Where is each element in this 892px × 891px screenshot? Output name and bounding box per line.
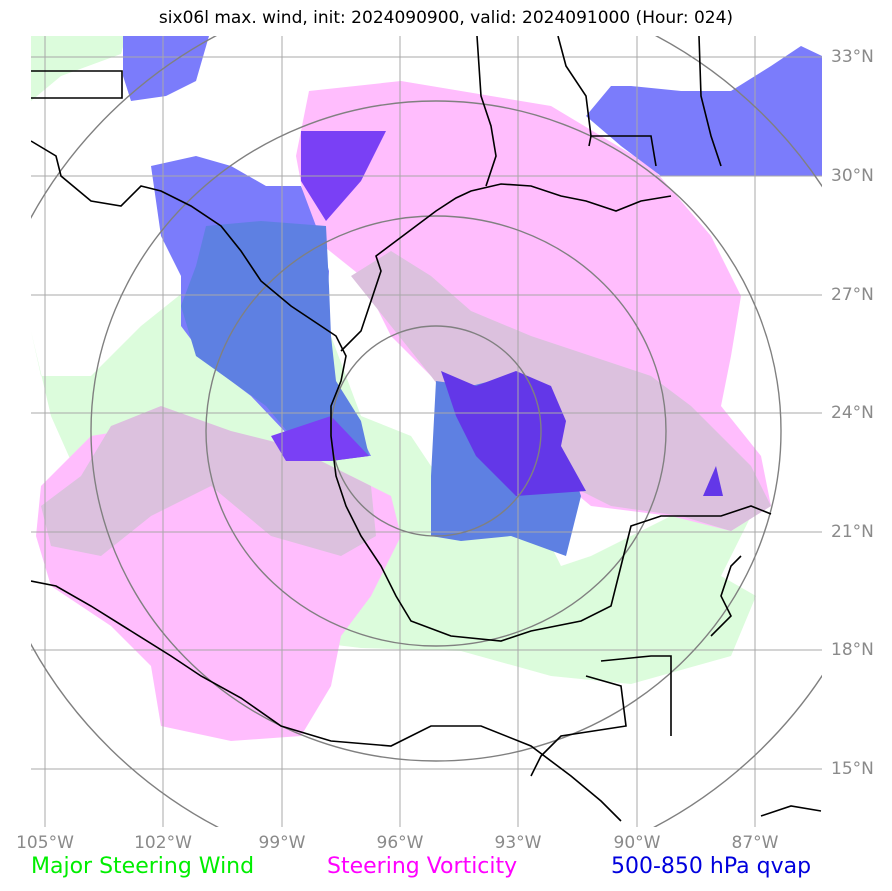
- lat-tick-24n: 24°N: [831, 403, 874, 423]
- lat-tick-15n: 15°N: [831, 759, 874, 779]
- qvap-layer: [123, 36, 822, 556]
- coastline-icon: [31, 36, 822, 822]
- lon-tick-90w: 90°W: [613, 833, 661, 853]
- overlap-layer: [41, 251, 771, 556]
- lat-tick-30n: 30°N: [831, 166, 874, 186]
- map-title: six06l max. wind, init: 2024090900, vali…: [158, 8, 734, 28]
- map-canvas: [31, 36, 822, 827]
- map-panel: [31, 36, 822, 827]
- legend-qvap: 500-850 hPa qvap: [611, 854, 812, 879]
- lon-tick-87w: 87°W: [731, 833, 779, 853]
- graticule: [31, 36, 822, 827]
- lon-tick-102w: 102°W: [134, 833, 192, 853]
- legend-steering-vorticity: Steering Vorticity: [327, 854, 518, 879]
- lat-tick-21n: 21°N: [831, 522, 874, 542]
- lon-tick-99w: 99°W: [258, 833, 306, 853]
- lat-tick-27n: 27°N: [831, 285, 874, 305]
- lat-tick-33n: 33°N: [831, 47, 874, 67]
- legend-steering-wind: Major Steering Wind: [31, 854, 255, 879]
- lon-tick-93w: 93°W: [494, 833, 542, 853]
- lon-tick-105w: 105°W: [16, 833, 74, 853]
- lat-tick-18n: 18°N: [831, 640, 874, 660]
- lon-tick-96w: 96°W: [376, 833, 424, 853]
